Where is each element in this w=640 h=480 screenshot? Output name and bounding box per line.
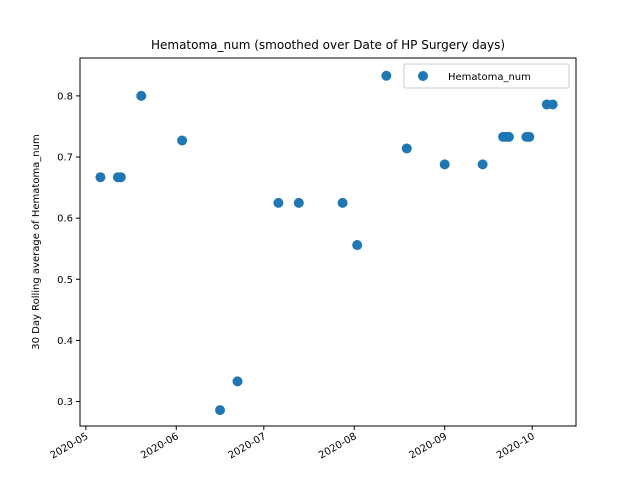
data-point [547, 99, 558, 110]
data-point [215, 405, 226, 416]
data-point [273, 197, 284, 208]
plot-frame [79, 57, 577, 427]
legend: Hematoma_num [403, 63, 570, 89]
y-tick-label: 0.3 [57, 397, 73, 408]
y-tick-label: 0.5 [57, 275, 73, 286]
y-axis-ticks: 0.3 0.4 0.5 0.6 0.7 0.8 [57, 91, 80, 408]
data-points [95, 70, 558, 416]
data-point [477, 159, 488, 170]
y-tick-label: 0.6 [57, 214, 73, 225]
data-point [337, 197, 348, 208]
chart-title: Hematoma_num (smoothed over Date of HP S… [151, 38, 505, 52]
data-point [293, 197, 304, 208]
y-tick-label: 0.4 [57, 336, 73, 347]
data-point [524, 131, 535, 142]
y-tick-label: 0.7 [57, 153, 73, 164]
y-axis-label: 30 Day Rolling average of Hematoma_num [31, 134, 42, 349]
legend-label: Hematoma_num [448, 72, 531, 83]
data-point [232, 376, 243, 387]
data-point [503, 131, 514, 142]
data-point [381, 70, 392, 81]
data-point [439, 159, 450, 170]
data-point [115, 172, 126, 183]
data-point [401, 143, 412, 154]
data-point [136, 90, 147, 101]
data-point [177, 135, 188, 146]
y-tick-label: 0.8 [57, 91, 73, 102]
legend-marker [418, 71, 428, 81]
legend-box [403, 63, 570, 89]
data-point [95, 172, 106, 183]
data-point [352, 240, 363, 251]
